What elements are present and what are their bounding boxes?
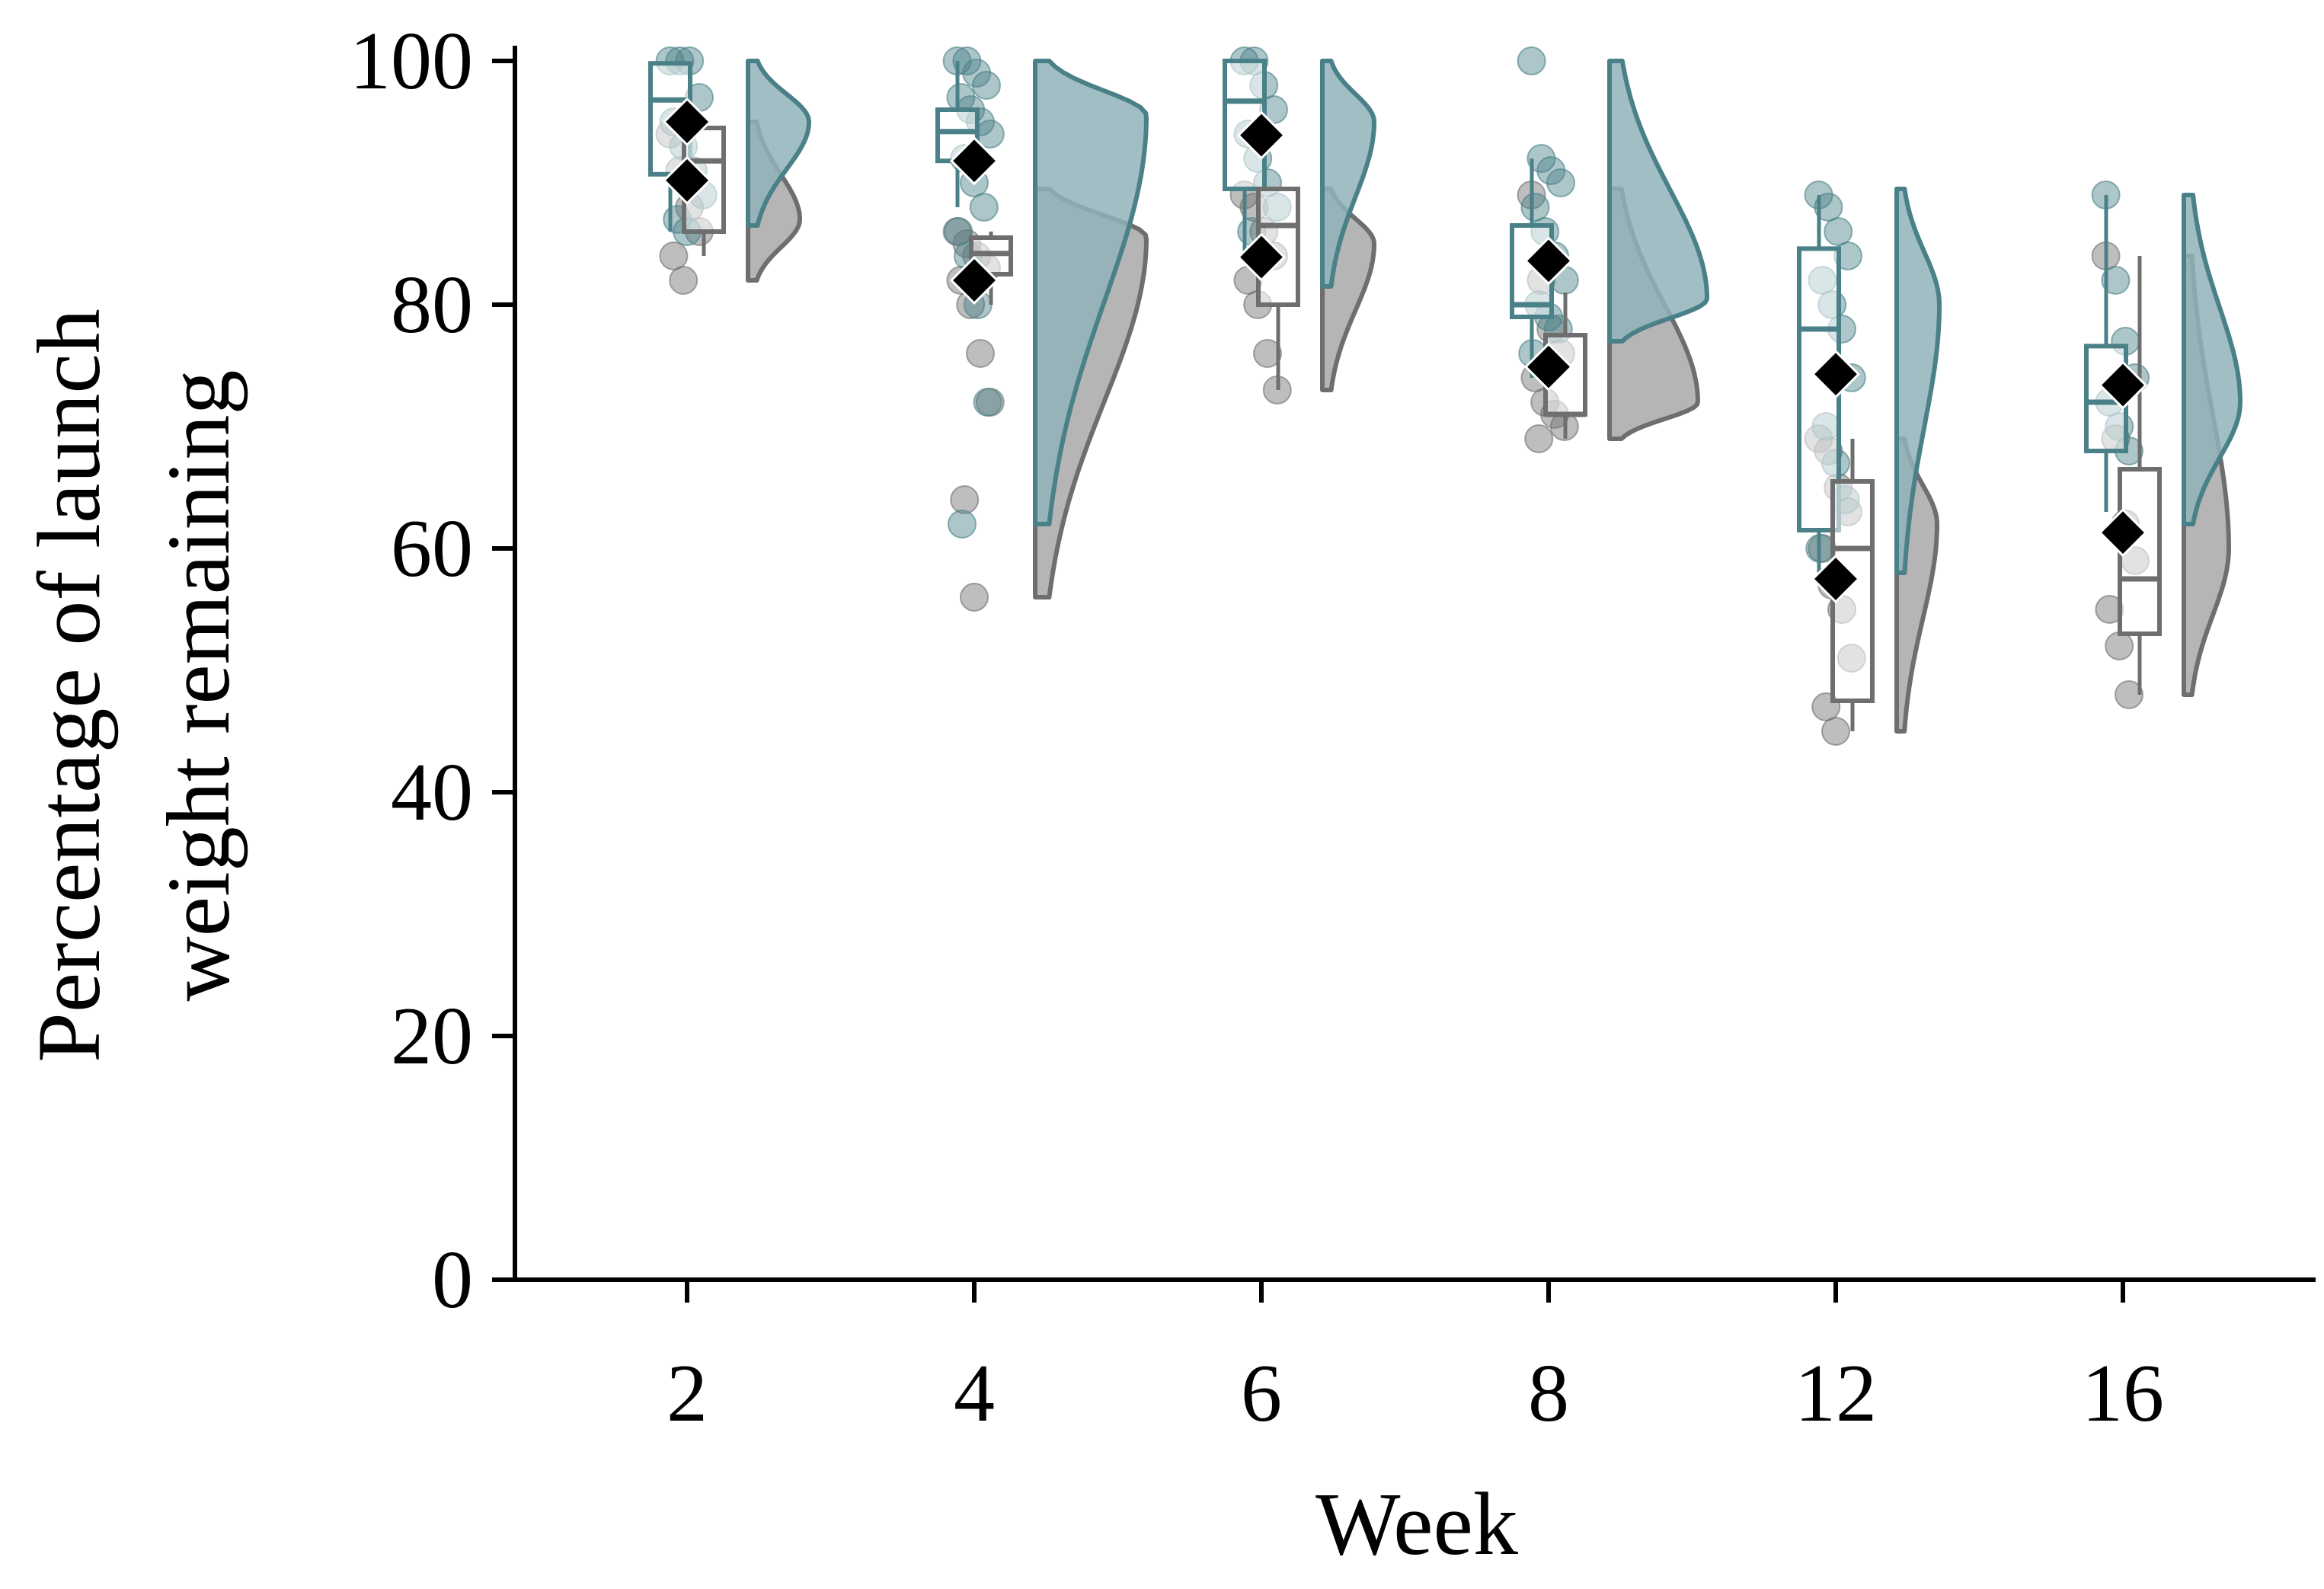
y-tick-label: 100 [350, 16, 473, 107]
point-teal [1546, 168, 1575, 197]
point-grey [1821, 717, 1850, 746]
point-teal [1517, 46, 1546, 75]
labels: Week Percentage of launch weight remaini… [19, 309, 1518, 1574]
mean-diamond-teal [2098, 360, 2148, 410]
point-teal [1536, 156, 1566, 185]
box-teal-week-16 [2084, 195, 2128, 512]
point-grey [669, 266, 698, 295]
y-axis-title-line-2: weight remaining [149, 369, 248, 1001]
y-axis-title-line-1: Percentage of launch [19, 309, 119, 1062]
x-axis-title: Week [1315, 1474, 1518, 1574]
box-grey-week-16 [2118, 256, 2162, 695]
y-tick-label: 0 [432, 1235, 473, 1325]
x-tick-label: 16 [2082, 1348, 2164, 1439]
x-tick-label: 12 [1795, 1348, 1877, 1439]
density-teal-week-2 [746, 59, 811, 228]
point-grey [2105, 631, 2134, 660]
density-teal-week-16 [2182, 193, 2242, 526]
mean-diamond-teal [1236, 110, 1287, 160]
point-teal [948, 510, 977, 539]
x-tick-label: 8 [1528, 1348, 1569, 1439]
point-teal [1526, 144, 1556, 173]
axes: 0 20 40 60 80 100 2 4 6 8 12 16 [350, 16, 2316, 1439]
x-tick-label: 4 [954, 1348, 995, 1439]
mean-diamond-teal [1811, 350, 1861, 399]
point-grey [950, 485, 980, 514]
point-grey [659, 241, 689, 270]
mean-diamond-grey [949, 255, 999, 305]
density-teal-week-12 [1894, 187, 1942, 575]
density-teal-week-4 [1033, 59, 1149, 526]
mean-diamond-teal [1523, 236, 1574, 286]
mean-diamond-teal [949, 136, 999, 186]
point-teal [944, 217, 973, 246]
point-teal [973, 388, 1002, 417]
mean-diamond-grey [662, 155, 712, 205]
point-teal [952, 46, 982, 75]
point-grey [1253, 339, 1282, 368]
mean-diamond-grey [1811, 554, 1861, 604]
point-grey [966, 339, 995, 368]
mean-diamond-grey [1523, 342, 1574, 392]
point-teal [1520, 193, 1550, 222]
y-tick-label: 20 [391, 991, 473, 1082]
mean-diamond-teal [662, 97, 712, 147]
mean-diamond-grey [1236, 232, 1287, 282]
point-teal [972, 71, 1001, 100]
mean-diamond-grey [2098, 508, 2148, 558]
point-grey [960, 583, 989, 612]
x-tick-label: 6 [1241, 1348, 1282, 1439]
point-teal [962, 59, 992, 88]
point-teal [2101, 266, 2131, 295]
density-teal-week-6 [1320, 59, 1376, 289]
y-tick-label: 60 [391, 504, 473, 594]
y-tick-label: 80 [391, 260, 473, 350]
point-grey [2115, 680, 2143, 709]
density-teal-week-8 [1607, 59, 1709, 344]
point-grey [1524, 424, 1554, 453]
point-teal [1824, 217, 1853, 246]
point-teal [969, 193, 999, 222]
y-tick-label: 40 [391, 747, 473, 838]
x-tick-label: 2 [667, 1348, 708, 1439]
plot-area [648, 46, 2242, 746]
